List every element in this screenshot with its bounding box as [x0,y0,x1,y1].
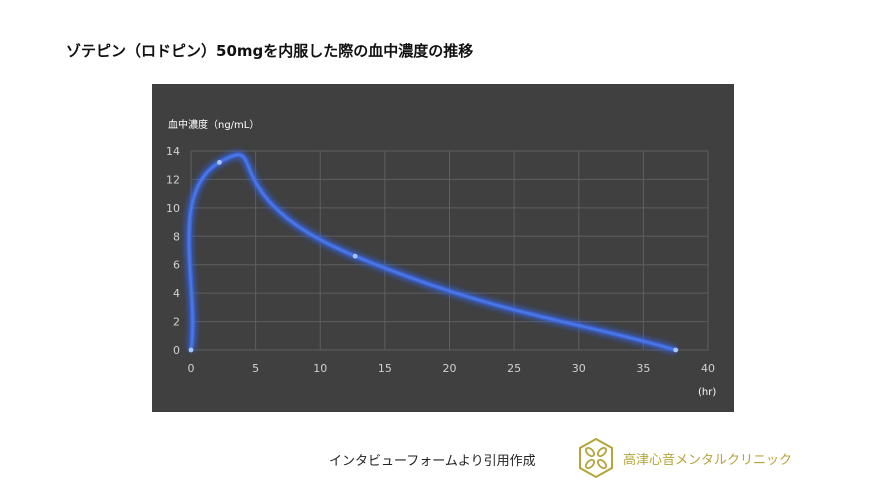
x-tick-label: 40 [701,362,715,375]
y-tick-labels: 0 2 4 6 8 10 12 14 [166,145,180,357]
data-point [673,347,679,353]
x-tick-label: 35 [636,362,650,375]
data-point [352,253,358,259]
chart-title: ゾテピン（ロドピン）50mgを内服した際の血中濃度の推移 [66,42,474,60]
y-tick-label: 14 [166,145,180,158]
grid-lines [190,150,709,351]
y-tick-label: 12 [166,173,180,186]
y-axis-label: 血中濃度（ng/mL） [168,118,259,131]
source-note: インタビューフォームより引用作成 [329,454,536,469]
clinic-logo-icon [578,437,614,479]
x-tick-label: 15 [378,362,392,375]
y-tick-label: 0 [173,344,180,357]
chart-svg: 0 2 4 6 8 10 12 14 0 5 10 15 20 25 30 35 40 血中濃度（ng/mL）… [166,118,716,398]
y-tick-label: 6 [173,259,180,272]
clinic-name: 高津心音メンタルクリニック [623,453,793,468]
chart-panel: 0 2 4 6 8 10 12 14 0 5 10 15 20 25 30 35 40 血中濃度（ng/mL）… [152,84,734,412]
x-axis-unit: (hr) [698,387,716,398]
x-tick-label: 30 [572,362,586,375]
x-tick-label: 5 [252,362,259,375]
x-tick-label: 10 [313,362,327,375]
x-tick-labels: 0 5 10 15 20 25 30 35 40 [188,362,716,375]
data-point [188,347,194,353]
x-tick-label: 20 [443,362,457,375]
x-tick-label: 0 [188,362,195,375]
series-line [187,153,676,352]
series-line-glow [186,152,677,353]
y-tick-label: 8 [173,230,180,243]
series-layer [186,152,679,353]
y-tick-label: 4 [173,287,180,300]
data-point [217,159,222,165]
y-tick-label: 2 [173,316,180,329]
y-tick-label: 10 [166,202,180,215]
x-tick-label: 25 [507,362,521,375]
